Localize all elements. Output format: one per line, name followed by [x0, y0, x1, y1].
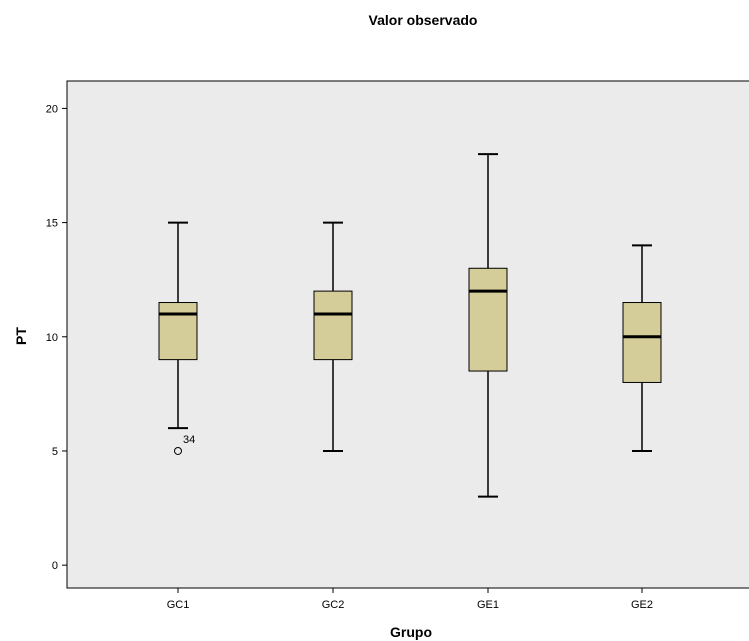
iqr-box: [468, 267, 508, 372]
y-axis-title: PT: [13, 327, 29, 345]
y-tick-label: 15: [46, 218, 58, 230]
y-tick-label: 0: [52, 560, 58, 572]
outlier-label: 34: [183, 434, 195, 446]
box-ge2: [622, 244, 662, 452]
iqr-box: [622, 302, 662, 383]
box-gc2: [313, 221, 353, 452]
x-tick-label: GE2: [631, 599, 653, 611]
x-tick-label: GC1: [167, 599, 190, 611]
chart-title: Valor observado: [369, 12, 478, 28]
iqr-box: [313, 290, 353, 361]
outlier-point: [174, 446, 182, 455]
y-tick-label: 10: [46, 332, 58, 344]
x-tick-label: GC2: [322, 599, 345, 611]
y-tick-label: 5: [52, 446, 58, 458]
box-gc1: 34: [158, 221, 198, 455]
boxes-group: 34: [158, 153, 662, 498]
x-axis: GC1 GC2 GE1 GE2: [167, 588, 653, 611]
y-tick-label: 20: [46, 103, 58, 115]
x-axis-title: Grupo: [390, 624, 432, 640]
y-axis: 0 5 10 15 20: [46, 103, 67, 572]
iqr-box: [158, 302, 198, 361]
box-ge1: [468, 153, 508, 498]
x-tick-label: GE1: [477, 599, 499, 611]
